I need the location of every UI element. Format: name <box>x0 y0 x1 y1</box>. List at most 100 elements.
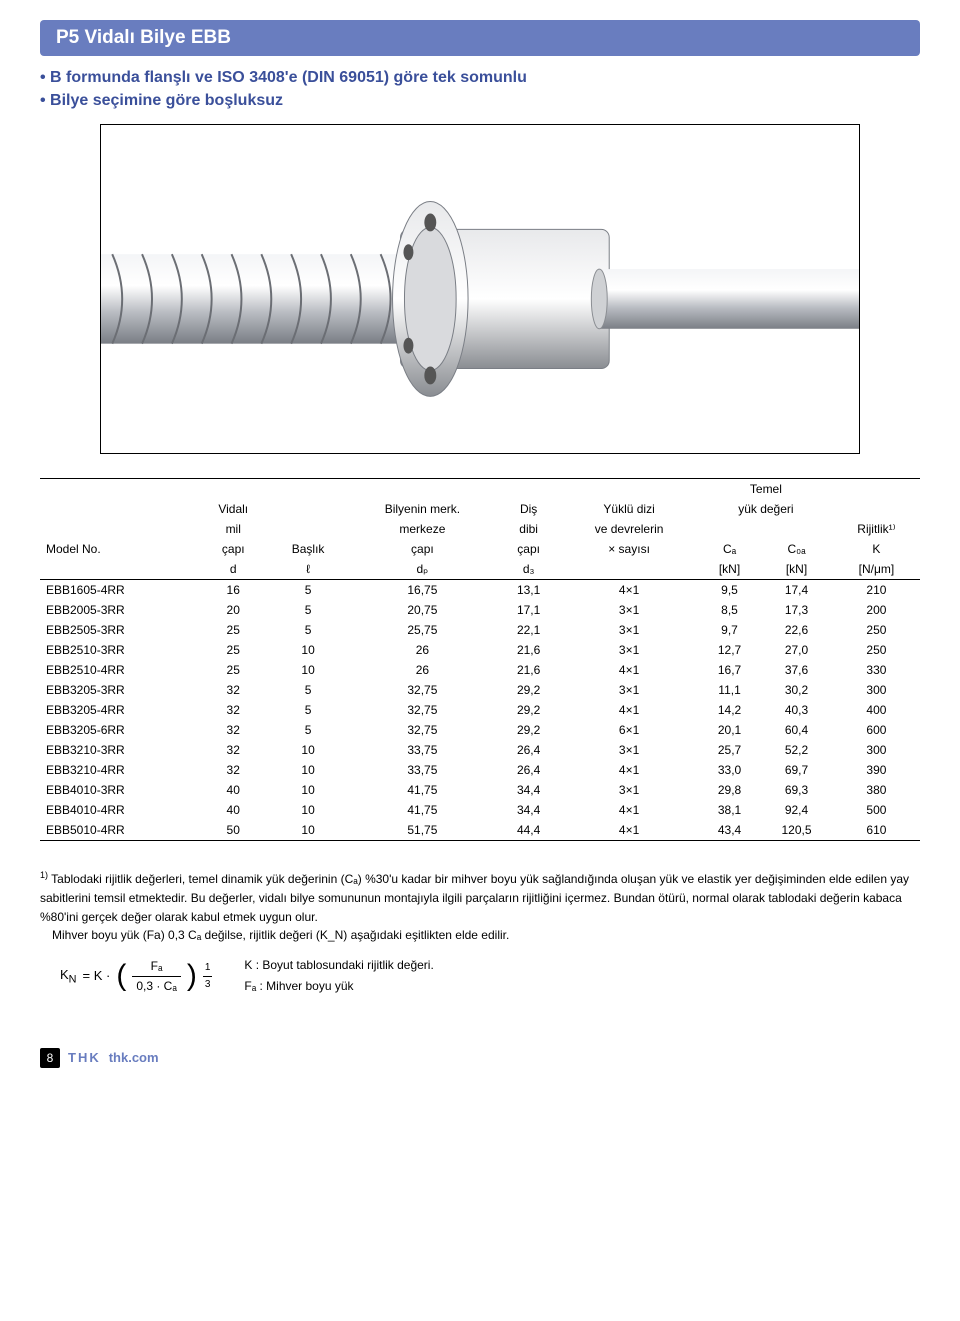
table-cell: 10 <box>269 640 346 660</box>
table-cell: EBB3210-3RR <box>40 740 197 760</box>
table-cell: EBB2510-4RR <box>40 660 197 680</box>
table-cell: 40 <box>197 780 269 800</box>
table-cell: EBB2005-3RR <box>40 600 197 620</box>
table-cell: 250 <box>833 640 920 660</box>
table-row: EBB3205-6RR32532,7529,26×120,160,4600 <box>40 720 920 740</box>
table-cell: 33,75 <box>347 760 498 780</box>
table-cell: 10 <box>269 800 346 820</box>
table-cell: 25,75 <box>347 620 498 640</box>
th-dis: Diş <box>498 499 559 519</box>
title-bar: P5 Vidalı Bilye EBB <box>40 20 920 56</box>
table-cell: 20 <box>197 600 269 620</box>
table-cell: 21,6 <box>498 660 559 680</box>
table-cell: 380 <box>833 780 920 800</box>
table-cell: 25 <box>197 620 269 640</box>
footnote-p1: Tablodaki rijitlik değerleri, temel dina… <box>40 872 909 923</box>
table-cell: 610 <box>833 820 920 841</box>
footnote-marker: 1) <box>40 870 48 880</box>
table-cell: 10 <box>269 660 346 680</box>
table-cell: 4×1 <box>559 660 699 680</box>
table-cell: EBB3205-3RR <box>40 680 197 700</box>
ball-screw-illustration <box>101 125 859 453</box>
table-cell: 37,6 <box>760 660 833 680</box>
table-cell: 32,75 <box>347 700 498 720</box>
table-cell: 4×1 <box>559 760 699 780</box>
table-cell: 5 <box>269 600 346 620</box>
fraction: Fₐ 0,3 · Cₐ <box>132 957 180 995</box>
th-kn1: [kN] <box>699 559 760 580</box>
th-temel: Temel <box>699 479 833 500</box>
table-cell: 25 <box>197 660 269 680</box>
table-cell: 400 <box>833 700 920 720</box>
table-cell: 4×1 <box>559 700 699 720</box>
th-num: [N/μm] <box>833 559 920 580</box>
table-row: EBB3205-4RR32532,7529,24×114,240,3400 <box>40 700 920 720</box>
table-cell: 40 <box>197 800 269 820</box>
th-yuklu: Yüklü dizi <box>559 499 699 519</box>
exponent: 1 3 <box>203 960 213 992</box>
table-cell: 29,2 <box>498 700 559 720</box>
table-cell: 26,4 <box>498 740 559 760</box>
table-cell: 10 <box>269 780 346 800</box>
table-cell: 20,75 <box>347 600 498 620</box>
th-devre: ve devrelerin <box>559 519 699 539</box>
table-cell: 3×1 <box>559 600 699 620</box>
table-cell: 32 <box>197 700 269 720</box>
table-row: EBB1605-4RR16516,7513,14×19,517,4210 <box>40 580 920 601</box>
table-cell: 3×1 <box>559 740 699 760</box>
table-cell: EBB3210-4RR <box>40 760 197 780</box>
table-cell: 600 <box>833 720 920 740</box>
table-cell: 390 <box>833 760 920 780</box>
url: thk.com <box>109 1050 159 1065</box>
table-cell: 92,4 <box>760 800 833 820</box>
table-cell: 52,2 <box>760 740 833 760</box>
table-cell: 5 <box>269 580 346 601</box>
table-cell: 38,1 <box>699 800 760 820</box>
table-row: EBB2005-3RR20520,7517,13×18,517,3200 <box>40 600 920 620</box>
table-cell: 40,3 <box>760 700 833 720</box>
th-capi1: çapı <box>197 539 269 559</box>
table-cell: 25,7 <box>699 740 760 760</box>
th-bilyenin: Bilyenin merk. <box>347 499 498 519</box>
table-row: EBB2505-3RR25525,7522,13×19,722,6250 <box>40 620 920 640</box>
table-cell: 210 <box>833 580 920 601</box>
table-cell: EBB1605-4RR <box>40 580 197 601</box>
table-cell: 11,1 <box>699 680 760 700</box>
legend-fa: Fₐ : Mihver boyu yük <box>244 976 433 998</box>
table-cell: 10 <box>269 760 346 780</box>
table-cell: 3×1 <box>559 780 699 800</box>
formula: KN = K · ( Fₐ 0,3 · Cₐ ) 1 3 <box>60 957 212 995</box>
table-cell: 5 <box>269 700 346 720</box>
table-cell: 33,0 <box>699 760 760 780</box>
table-cell: 21,6 <box>498 640 559 660</box>
table-cell: 32 <box>197 720 269 740</box>
table-cell: EBB4010-3RR <box>40 780 197 800</box>
table-cell: 29,8 <box>699 780 760 800</box>
table-cell: 32 <box>197 680 269 700</box>
table-cell: 300 <box>833 740 920 760</box>
table-cell: 25 <box>197 640 269 660</box>
formula-row: KN = K · ( Fₐ 0,3 · Cₐ ) 1 3 K : Boyut t… <box>60 955 920 998</box>
table-cell: 120,5 <box>760 820 833 841</box>
table-cell: 14,2 <box>699 700 760 720</box>
table-row: EBB3210-4RR321033,7526,44×133,069,7390 <box>40 760 920 780</box>
table-row: EBB2510-4RR25102621,64×116,737,6330 <box>40 660 920 680</box>
table-cell: 27,0 <box>760 640 833 660</box>
table-cell: 250 <box>833 620 920 640</box>
th-ca: Cₐ <box>699 539 760 559</box>
table-cell: 9,7 <box>699 620 760 640</box>
legend-k: K : Boyut tablosundaki rijitlik değeri. <box>244 955 433 977</box>
footnote-p2: Mihver boyu yük (Fa) 0,3 Cₐ değilse, rij… <box>52 926 920 945</box>
th-l: ℓ <box>269 559 346 580</box>
th-model: Model No. <box>40 539 197 559</box>
th-baslik: Başlık <box>269 539 346 559</box>
table-row: EBB4010-3RR401041,7534,43×129,869,3380 <box>40 780 920 800</box>
table-cell: 8,5 <box>699 600 760 620</box>
table-cell: 9,5 <box>699 580 760 601</box>
table-cell: 3×1 <box>559 640 699 660</box>
table-cell: 32 <box>197 740 269 760</box>
bullet-item: • B formunda flanşlı ve ISO 3408'e (DIN … <box>40 66 920 89</box>
table-cell: 41,75 <box>347 780 498 800</box>
table-cell: 13,1 <box>498 580 559 601</box>
footer: 8 THK thk.com <box>40 1048 920 1068</box>
